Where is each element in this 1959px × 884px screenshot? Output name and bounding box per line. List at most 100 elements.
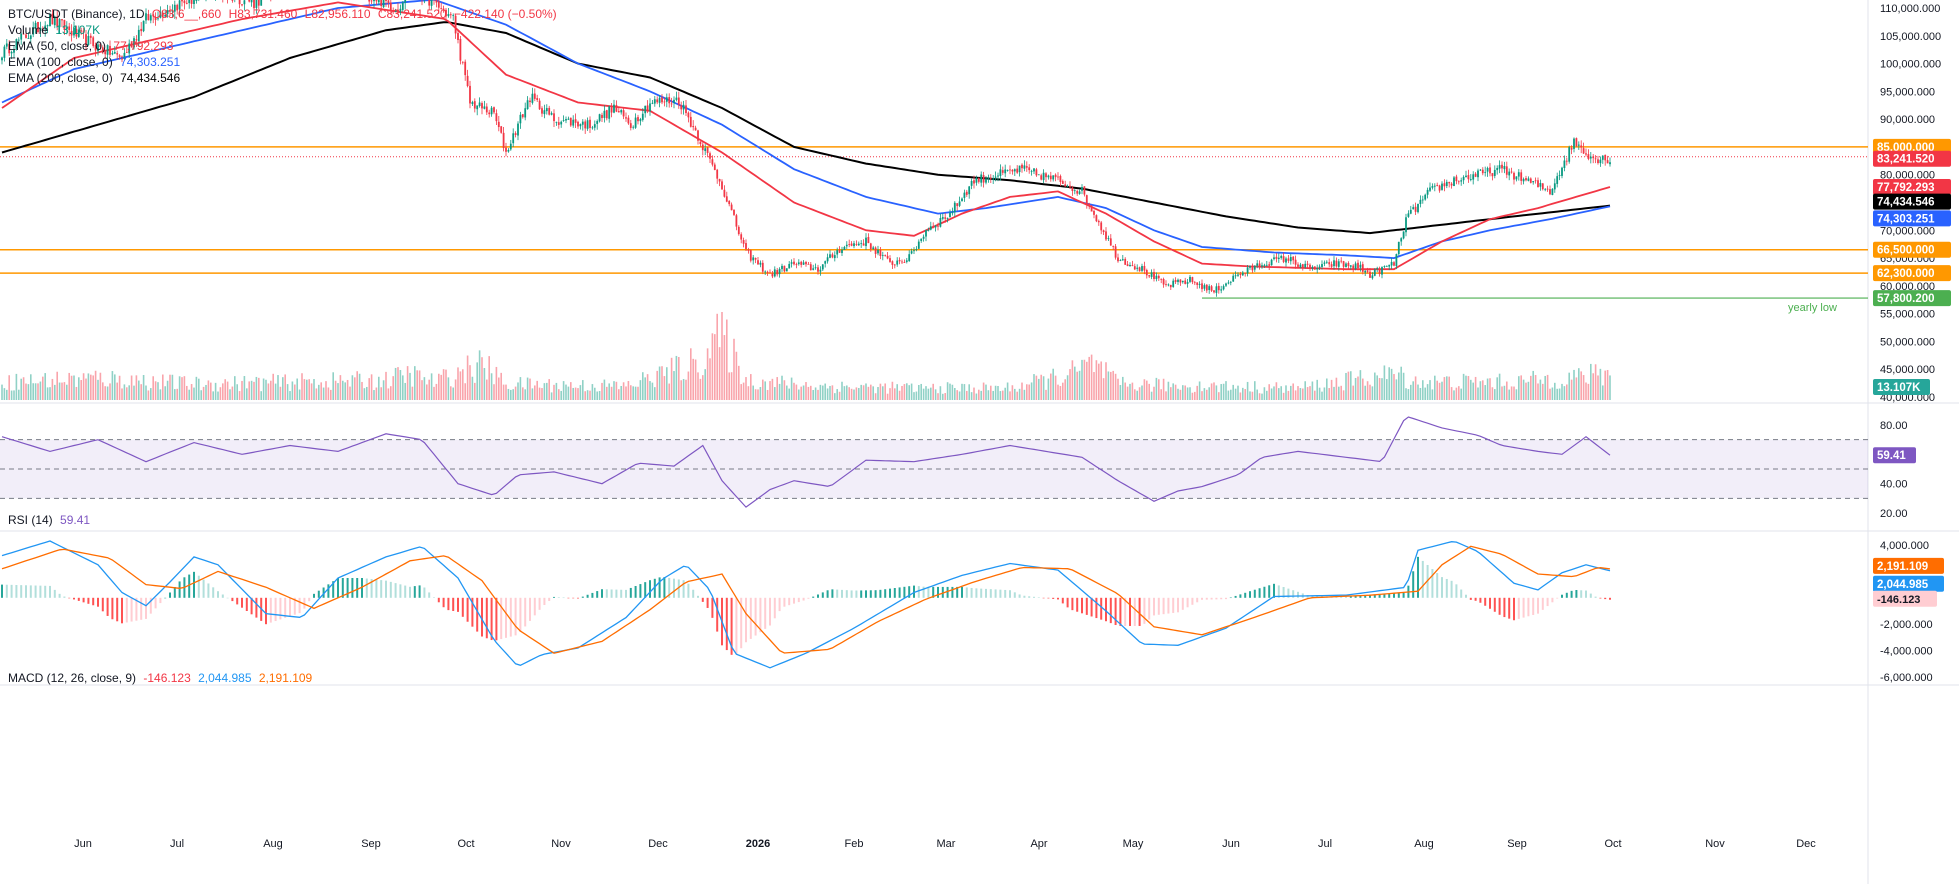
volume-bar (406, 366, 409, 400)
candle-body (1606, 160, 1609, 164)
macd-histogram-bar (845, 590, 848, 598)
candle-body (910, 251, 913, 254)
candle-body (860, 243, 863, 245)
volume-bar (339, 375, 342, 400)
macd-histogram-bar (1575, 590, 1578, 598)
volume-bar (462, 369, 464, 400)
price-tag-bg (1873, 150, 1951, 167)
macd-histogram-bar (1105, 597, 1107, 622)
volume-bar (337, 383, 339, 400)
volume-bar (757, 389, 759, 400)
candle-body (1282, 256, 1285, 262)
candle-body (1011, 169, 1014, 172)
macd-histogram-bar (116, 597, 119, 622)
yearly-low-label: yearly low (1788, 302, 1837, 314)
macd-histogram-bar (1503, 597, 1506, 618)
candle-body (639, 119, 642, 122)
candle-body (946, 217, 949, 219)
volume-bar (752, 385, 754, 400)
macd-histogram-bar (692, 589, 695, 598)
macd-histogram-bar (1522, 597, 1525, 618)
volume-bar (1472, 382, 1474, 400)
macd-histogram-bar (1609, 597, 1611, 600)
volume-bar (978, 389, 980, 400)
macd-histogram-bar (917, 586, 920, 598)
macd-histogram-bar (188, 574, 191, 598)
candle-body (1016, 168, 1019, 173)
ema100-label[interactable]: EMA (100, close, 0) (8, 55, 113, 69)
volume-bar (349, 386, 351, 400)
macd-histogram-bar (970, 587, 973, 598)
candle-body (1376, 268, 1379, 269)
candle-body (1088, 203, 1091, 205)
price-axis-tick: 105,000.000 (1880, 31, 1941, 43)
macd-histogram-bar (908, 586, 911, 598)
volume-bar (1494, 389, 1496, 400)
macd-histogram-bar (1565, 592, 1568, 598)
candle-body (248, 0, 251, 2)
candle-body (644, 105, 647, 114)
volume-bar (1136, 390, 1138, 400)
volume-bar (949, 383, 951, 400)
volume-bar (613, 381, 615, 400)
volume-bar (1407, 389, 1410, 400)
volume-bar (1249, 391, 1251, 400)
candle-body (1333, 260, 1335, 267)
candle-body (982, 175, 985, 183)
candle-body (1021, 164, 1023, 169)
macd-histogram (1, 556, 1611, 655)
ema50-label[interactable]: EMA (50, close, 0) (8, 39, 107, 53)
macd-histogram-bar (332, 581, 335, 598)
macd-histogram-bar (125, 597, 128, 623)
macd-histogram-bar (173, 586, 176, 598)
macd-histogram-bar (1469, 597, 1472, 600)
macd-label[interactable]: MACD (12, 26, close, 9) (8, 671, 137, 685)
macd-histogram-bar (1354, 595, 1357, 598)
macd-histogram-bar (25, 585, 27, 598)
candle-body (555, 121, 558, 123)
price-tag-bg (1873, 241, 1951, 258)
volume-bar (123, 384, 126, 400)
candle-body (61, 19, 63, 21)
volume-bar (1371, 386, 1374, 400)
volume-bar (1414, 376, 1417, 400)
candle-body (694, 127, 697, 131)
candle-body (841, 249, 843, 254)
candle-body (939, 218, 942, 227)
macd-histogram-bar (975, 588, 978, 598)
volume-bar (1177, 388, 1179, 400)
macd-histogram-bar (1349, 596, 1352, 598)
volume-bar (1182, 385, 1184, 400)
volume-bar (495, 366, 498, 400)
candle-body (430, 0, 433, 6)
volume-bar (409, 372, 411, 400)
volume-bar (399, 370, 402, 400)
macd-histogram-bar (591, 592, 594, 598)
ema200-label[interactable]: EMA (200, close, 0) (8, 71, 113, 85)
volume-bar (1246, 381, 1249, 400)
macd-histogram-bar (34, 585, 37, 598)
volume-bar (1021, 382, 1023, 400)
volume-label[interactable]: Volume (8, 23, 49, 37)
candle-body (428, 0, 431, 6)
volume-bar (843, 386, 846, 400)
volume-bar (1604, 370, 1606, 400)
macd-histogram-bar (1191, 597, 1194, 605)
rsi-label[interactable]: RSI (14) (8, 513, 53, 527)
low-value: L82,956.110 (304, 7, 371, 21)
candle-body (941, 217, 944, 219)
candle-body (173, 4, 176, 12)
volume-bar (133, 385, 135, 400)
volume-bar (87, 373, 90, 400)
candle-body (915, 248, 918, 250)
candle-body (495, 113, 498, 122)
volume-bar (90, 374, 92, 400)
price-tag-bg (1873, 178, 1951, 195)
symbol-label[interactable]: BTC/USDT (Binance), 1D (8, 7, 145, 21)
macd-histogram-bar (202, 579, 205, 598)
volume-bar (858, 387, 860, 400)
volume-bar (325, 381, 327, 400)
volume-bar (687, 371, 690, 400)
macd-histogram-bar (159, 597, 162, 604)
